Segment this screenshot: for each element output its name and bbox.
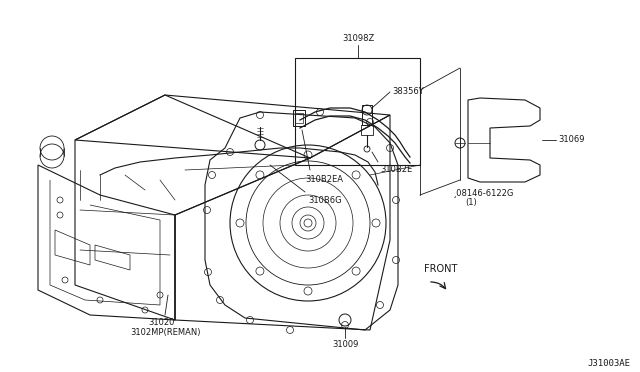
Bar <box>295 58 420 165</box>
Text: ¸08146-6122G: ¸08146-6122G <box>453 188 515 197</box>
Text: 310B2E: 310B2E <box>380 165 412 174</box>
Text: 31009: 31009 <box>332 340 358 349</box>
Text: 3102MP(REMAN): 3102MP(REMAN) <box>130 328 200 337</box>
Bar <box>362 105 372 125</box>
Text: 310B6G: 310B6G <box>308 196 342 205</box>
Text: 38356Y: 38356Y <box>392 87 424 96</box>
Text: FRONT: FRONT <box>424 264 458 274</box>
Bar <box>295 113 303 123</box>
Text: 31020: 31020 <box>148 318 174 327</box>
Text: (1): (1) <box>465 198 477 207</box>
Text: J31003AE: J31003AE <box>587 359 630 368</box>
Text: 31069: 31069 <box>558 135 584 144</box>
Bar <box>361 125 373 135</box>
Bar <box>293 110 305 126</box>
Text: 310B2EA: 310B2EA <box>305 175 343 184</box>
Text: 31098Z: 31098Z <box>342 34 374 43</box>
